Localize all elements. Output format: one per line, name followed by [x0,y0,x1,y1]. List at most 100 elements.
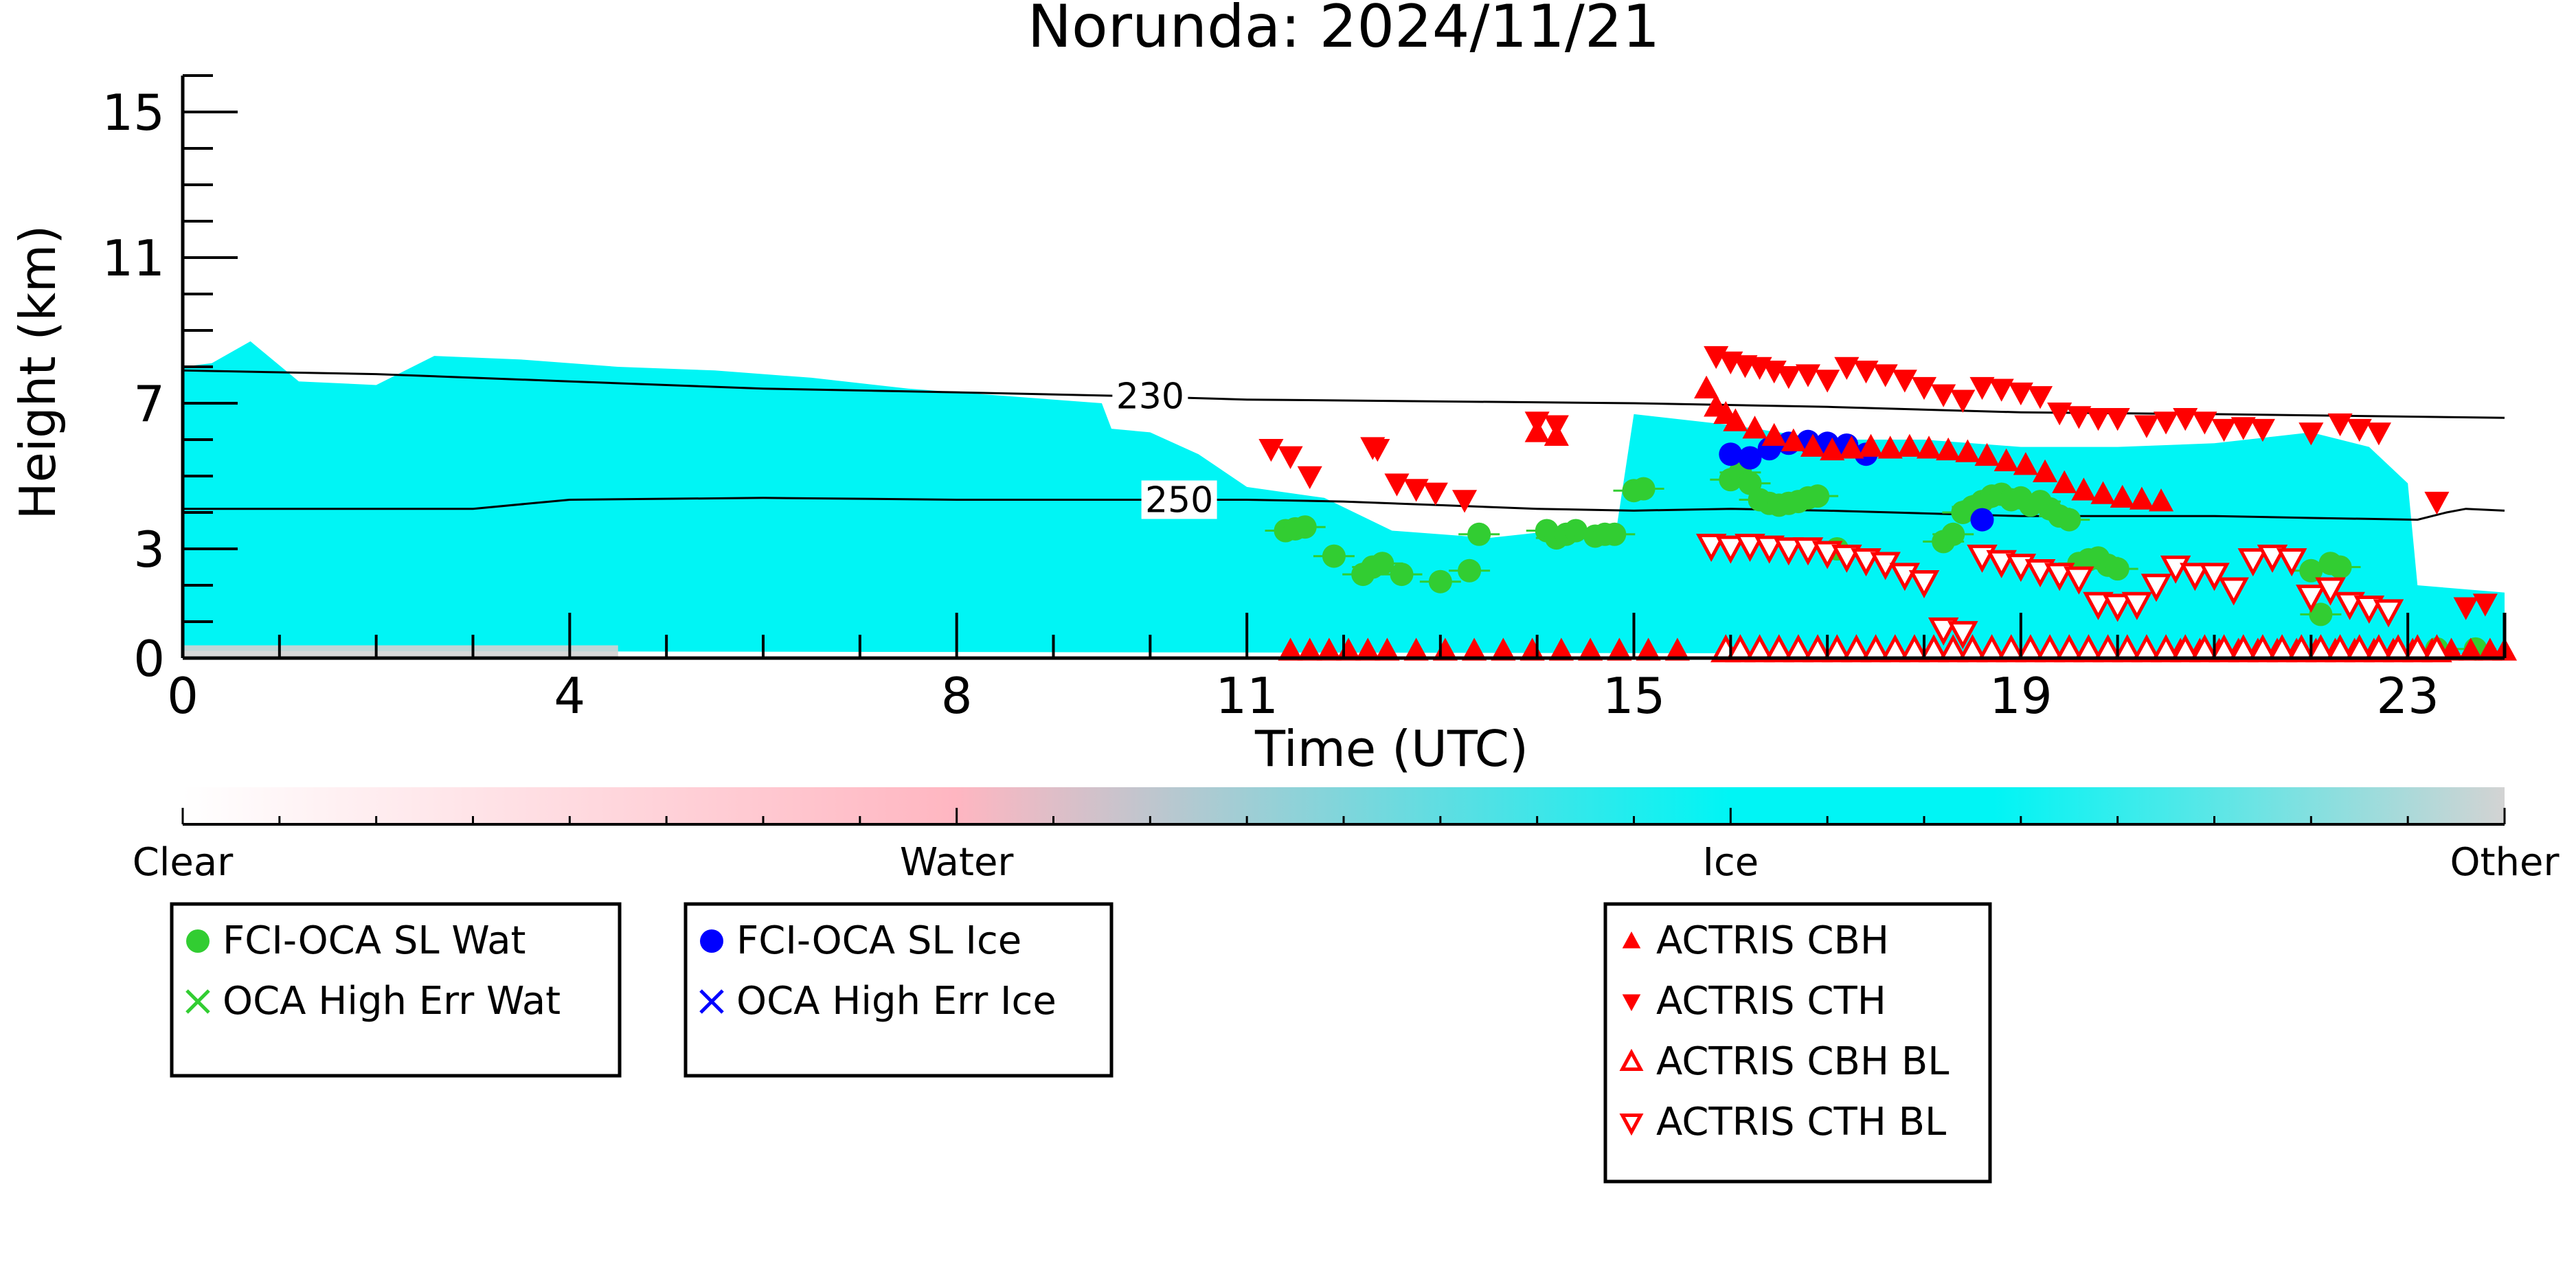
colorbar: Clear Water Ice Other [133,787,2560,885]
data-point [1911,376,1937,400]
data-point [1989,379,2014,402]
colorbar-label: Water [900,840,1015,885]
contour-label: 230 [1116,376,1184,417]
data-point [1841,634,1872,663]
data-point [2148,488,2174,512]
data-point [2276,548,2307,577]
legend-marker [1622,931,1641,949]
legend-label: FCI-OCA SL Ice [736,918,1021,963]
legend-marker [186,929,210,953]
data-point [1955,439,1980,462]
data-point [2189,634,2220,663]
data-point [2112,634,2143,663]
data-point [1403,479,1429,502]
data-point [1725,634,1756,663]
data-point [1993,448,2019,472]
colorbar-label: Clear [133,840,234,885]
data-point [1941,522,1965,546]
data-point [1957,634,1988,663]
data-point [1403,637,1429,661]
data-point [1458,558,1482,583]
data-point [2296,585,2327,613]
data-point [2173,407,2198,431]
data-point [1776,366,1801,389]
data-point [1858,433,1884,457]
data-point [2305,634,2336,663]
data-point [2247,634,2279,663]
legend-box-3: ACTRIS CBH ACTRIS CTH ACTRIS CBH BL ACTRIS … [1603,902,1992,1184]
data-point [1879,634,1911,663]
x-tick-label: 23 [2376,667,2439,725]
data-point [2325,634,2355,663]
data-point [1931,384,1956,407]
data-point [1375,637,1400,661]
legend-box-1: FCI-OCA SL Wat OCA High Err Wat [170,902,622,1078]
data-point [2230,417,2256,440]
data-point [1783,634,1814,663]
data-point [1548,637,1574,661]
data-point [2366,422,2391,446]
data-point [2086,407,2111,431]
data-point [1258,439,1284,462]
data-point [2083,591,2114,620]
x-stroke [699,989,724,1014]
data-point [2250,418,2275,442]
data-point [2180,563,2211,591]
data-point [2102,594,2133,622]
data-point [2211,418,2237,442]
data-point [1723,408,1748,431]
data-point [2032,459,2058,482]
data-point [2090,481,2116,504]
data-point [1355,637,1381,661]
legend-marker [1619,1114,1644,1136]
data-point [2047,403,2072,426]
contour-label-bg [1112,376,1188,416]
data-point [1820,437,1845,461]
colorbar-label: Other [2450,840,2560,885]
contour-230 [182,369,2505,419]
x-tick-label: 4 [554,667,585,725]
data-point [2008,382,2033,406]
data-point [1974,442,2000,466]
data-point [1428,569,1452,594]
data-point [2424,491,2450,515]
data-point [1297,466,1322,489]
data-point [1742,416,1767,439]
other-region [183,645,618,658]
plot-area: 230 250 0 3 7 11 15 0 4 8 11 15 19 23 [102,74,2518,725]
series-actris-cbh-bl [1710,634,2452,663]
data-point [1370,552,1394,576]
data-point [1462,637,1487,661]
legend-marker [700,929,723,953]
data-point [1839,436,1864,459]
data-point [2285,634,2317,663]
data-point [1936,437,1961,461]
data-point [1950,389,1976,413]
data-point [1578,637,1603,661]
legend-marker [185,989,210,1014]
data-point [2110,484,2135,508]
data-point [1695,533,1727,562]
legend-box-2: FCI-OCA SL Ice OCA High Err Ice [683,902,1114,1078]
data-point [1451,490,1478,513]
data-point [1738,446,1762,470]
y-tick-label: 3 [133,521,165,578]
contour-label: 250 [1145,479,1213,521]
data-point [1278,446,1303,469]
legend-label: ACTRIS CBH BL [1656,1039,1949,1084]
data-point [1947,621,1978,650]
data-point [1970,508,1994,532]
data-point [2131,634,2162,663]
data-point [1491,637,1516,661]
data-point [1916,436,1942,459]
x-tick-label: 8 [941,667,973,725]
data-point [2373,599,2404,628]
data-point [2228,634,2259,663]
data-point [2237,548,2269,577]
data-point [1860,634,1891,663]
data-point [1908,569,1940,598]
x-tick-label: 11 [1215,667,1278,725]
data-point [2154,411,2179,435]
legend-frame [170,902,622,1078]
